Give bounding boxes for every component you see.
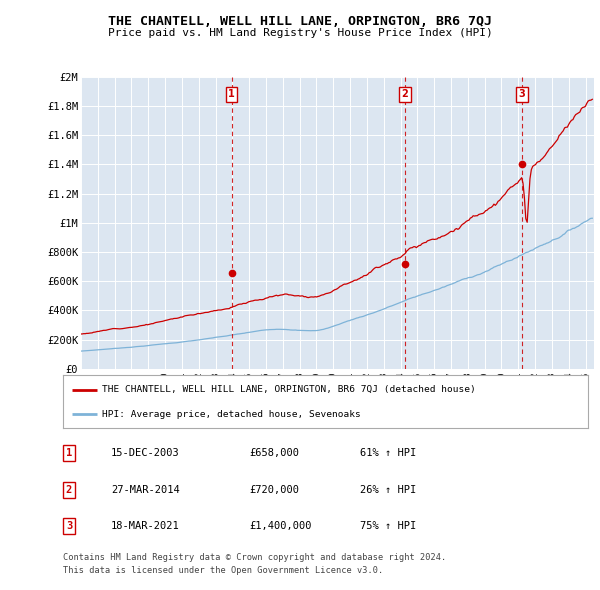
Text: This data is licensed under the Open Government Licence v3.0.: This data is licensed under the Open Gov… <box>63 566 383 575</box>
Text: 26% ↑ HPI: 26% ↑ HPI <box>360 485 416 494</box>
Text: HPI: Average price, detached house, Sevenoaks: HPI: Average price, detached house, Seve… <box>103 410 361 419</box>
Text: £720,000: £720,000 <box>249 485 299 494</box>
Text: 61% ↑ HPI: 61% ↑ HPI <box>360 448 416 458</box>
Text: THE CHANTELL, WELL HILL LANE, ORPINGTON, BR6 7QJ (detached house): THE CHANTELL, WELL HILL LANE, ORPINGTON,… <box>103 385 476 394</box>
Text: Price paid vs. HM Land Registry's House Price Index (HPI): Price paid vs. HM Land Registry's House … <box>107 28 493 38</box>
Text: Contains HM Land Registry data © Crown copyright and database right 2024.: Contains HM Land Registry data © Crown c… <box>63 553 446 562</box>
Text: THE CHANTELL, WELL HILL LANE, ORPINGTON, BR6 7QJ: THE CHANTELL, WELL HILL LANE, ORPINGTON,… <box>108 15 492 28</box>
Text: 75% ↑ HPI: 75% ↑ HPI <box>360 522 416 531</box>
Text: 27-MAR-2014: 27-MAR-2014 <box>111 485 180 494</box>
Text: 3: 3 <box>518 89 525 99</box>
Text: 1: 1 <box>228 89 235 99</box>
Text: 3: 3 <box>66 522 72 531</box>
Text: 2: 2 <box>66 485 72 494</box>
Text: £1,400,000: £1,400,000 <box>249 522 311 531</box>
Text: 1: 1 <box>66 448 72 458</box>
Text: £658,000: £658,000 <box>249 448 299 458</box>
Text: 15-DEC-2003: 15-DEC-2003 <box>111 448 180 458</box>
Text: 18-MAR-2021: 18-MAR-2021 <box>111 522 180 531</box>
Text: 2: 2 <box>401 89 408 99</box>
